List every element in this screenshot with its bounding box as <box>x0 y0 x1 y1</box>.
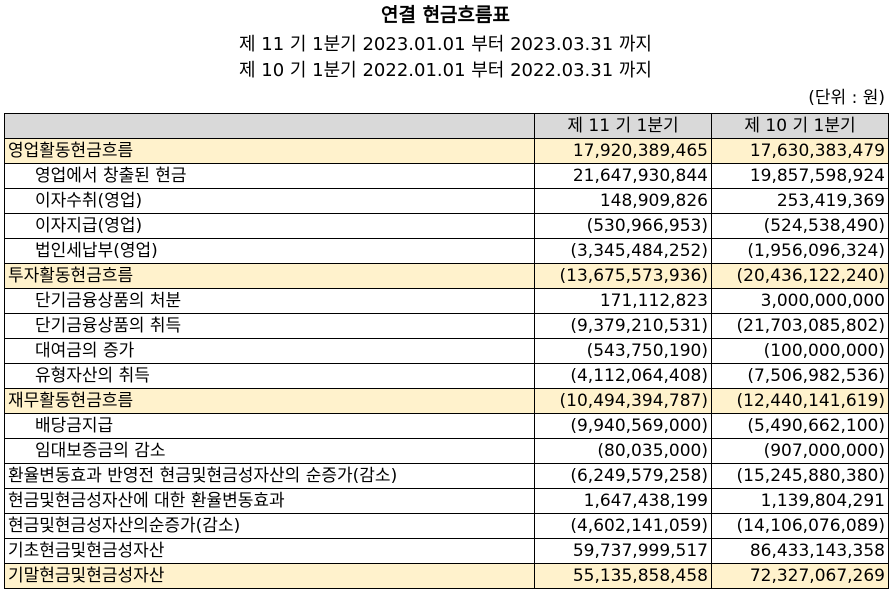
row-current-value: (80,035,000) <box>534 438 712 464</box>
row-prior-value: (524,538,490) <box>711 213 889 239</box>
table-row: 현금및현금성자산의순증가(감소) (4,602,141,059) (14,106… <box>4 513 889 539</box>
row-label: 현금및현금성자산의순증가(감소) <box>4 513 535 539</box>
period-prior: 제 10 기 1분기 2022.01.01 부터 2022.03.31 까지 <box>238 60 652 81</box>
row-prior-value: 19,857,598,924 <box>711 163 889 189</box>
row-prior-value: 72,327,067,269 <box>711 563 889 589</box>
table-row: 유형자산의 취득 (4,112,064,408) (7,506,982,536) <box>4 363 889 389</box>
table-row: 영업활동현금흐름 17,920,389,465 17,630,383,479 <box>4 138 889 164</box>
header-label-column <box>4 113 535 139</box>
row-label: 환율변동효과 반영전 현금및현금성자산의 순증가(감소) <box>4 463 535 489</box>
row-current-value: 1,647,438,199 <box>534 488 712 514</box>
table-row: 기초현금및현금성자산 59,737,999,517 86,433,143,358 <box>4 538 889 564</box>
row-current-value: 21,647,930,844 <box>534 163 712 189</box>
cash-flow-table: 제 11 기 1분기 제 10 기 1분기 영업활동현금흐름 17,920,38… <box>4 113 889 589</box>
row-label: 임대보증금의 감소 <box>4 438 535 464</box>
table-row: 이자지급(영업) (530,966,953) (524,538,490) <box>4 213 889 239</box>
row-label: 유형자산의 취득 <box>4 363 535 389</box>
table-row: 단기금융상품의 처분 171,112,823 3,000,000,000 <box>4 288 889 314</box>
row-current-value: 17,920,389,465 <box>534 138 712 164</box>
row-current-value: (543,750,190) <box>534 338 712 364</box>
unit-label: (단위 : 원) <box>808 88 885 108</box>
table-row: 재무활동현금흐름 (10,494,394,787) (12,440,141,61… <box>4 388 889 414</box>
row-current-value: 55,135,858,458 <box>534 563 712 589</box>
row-current-value: 59,737,999,517 <box>534 538 712 564</box>
row-label: 기초현금및현금성자산 <box>4 538 535 564</box>
header-prior-period: 제 10 기 1분기 <box>711 113 889 139</box>
row-current-value: (9,379,210,531) <box>534 313 712 339</box>
row-prior-value: (20,436,122,240) <box>711 263 889 289</box>
row-label: 투자활동현금흐름 <box>4 263 535 289</box>
row-prior-value: (7,506,982,536) <box>711 363 889 389</box>
table-row: 배당금지급 (9,940,569,000) (5,490,662,100) <box>4 413 889 439</box>
row-label: 단기금융상품의 취득 <box>4 313 535 339</box>
row-prior-value: 17,630,383,479 <box>711 138 889 164</box>
row-prior-value: 86,433,143,358 <box>711 538 889 564</box>
row-current-value: (10,494,394,787) <box>534 388 712 414</box>
header-current-period: 제 11 기 1분기 <box>534 113 712 139</box>
row-current-value: (530,966,953) <box>534 213 712 239</box>
row-prior-value: (100,000,000) <box>711 338 889 364</box>
row-current-value: (9,940,569,000) <box>534 413 712 439</box>
table-header-row: 제 11 기 1분기 제 10 기 1분기 <box>4 113 889 139</box>
row-current-value: 171,112,823 <box>534 288 712 314</box>
row-prior-value: (907,000,000) <box>711 438 889 464</box>
period-current: 제 11 기 1분기 2023.01.01 부터 2023.03.31 까지 <box>238 34 652 55</box>
row-current-value: 148,909,826 <box>534 188 712 214</box>
table-row: 임대보증금의 감소 (80,035,000) (907,000,000) <box>4 438 889 464</box>
row-prior-value: (1,956,096,324) <box>711 238 889 264</box>
row-current-value: (6,249,579,258) <box>534 463 712 489</box>
row-current-value: (13,675,573,936) <box>534 263 712 289</box>
row-prior-value: (15,245,880,380) <box>711 463 889 489</box>
row-label: 재무활동현금흐름 <box>4 388 535 414</box>
row-prior-value: (12,440,141,619) <box>711 388 889 414</box>
row-label: 기말현금및현금성자산 <box>4 563 535 589</box>
table-row: 영업에서 창출된 현금 21,647,930,844 19,857,598,92… <box>4 163 889 189</box>
row-prior-value: 1,139,804,291 <box>711 488 889 514</box>
row-label: 이자수취(영업) <box>4 188 535 214</box>
statement-title: 연결 현금흐름표 <box>381 4 510 26</box>
row-label: 대여금의 증가 <box>4 338 535 364</box>
row-label: 현금및현금성자산에 대한 환율변동효과 <box>4 488 535 514</box>
table-row: 기말현금및현금성자산 55,135,858,458 72,327,067,269 <box>4 563 889 589</box>
table-row: 현금및현금성자산에 대한 환율변동효과 1,647,438,199 1,139,… <box>4 488 889 514</box>
table-row: 대여금의 증가 (543,750,190) (100,000,000) <box>4 338 889 364</box>
row-prior-value: (14,106,076,089) <box>711 513 889 539</box>
row-current-value: (4,602,141,059) <box>534 513 712 539</box>
row-prior-value: 3,000,000,000 <box>711 288 889 314</box>
row-current-value: (3,345,484,252) <box>534 238 712 264</box>
row-label: 이자지급(영업) <box>4 213 535 239</box>
row-prior-value: 253,419,369 <box>711 188 889 214</box>
table-row: 단기금융상품의 취득 (9,379,210,531) (21,703,085,8… <box>4 313 889 339</box>
row-prior-value: (5,490,662,100) <box>711 413 889 439</box>
table-row: 환율변동효과 반영전 현금및현금성자산의 순증가(감소) (6,249,579,… <box>4 463 889 489</box>
row-label: 영업활동현금흐름 <box>4 138 535 164</box>
row-label: 영업에서 창출된 현금 <box>4 163 535 189</box>
row-label: 법인세납부(영업) <box>4 238 535 264</box>
table-row: 이자수취(영업) 148,909,826 253,419,369 <box>4 188 889 214</box>
table-row: 법인세납부(영업) (3,345,484,252) (1,956,096,324… <box>4 238 889 264</box>
row-prior-value: (21,703,085,802) <box>711 313 889 339</box>
table-row: 투자활동현금흐름 (13,675,573,936) (20,436,122,24… <box>4 263 889 289</box>
row-label: 단기금융상품의 처분 <box>4 288 535 314</box>
row-current-value: (4,112,064,408) <box>534 363 712 389</box>
row-label: 배당금지급 <box>4 413 535 439</box>
